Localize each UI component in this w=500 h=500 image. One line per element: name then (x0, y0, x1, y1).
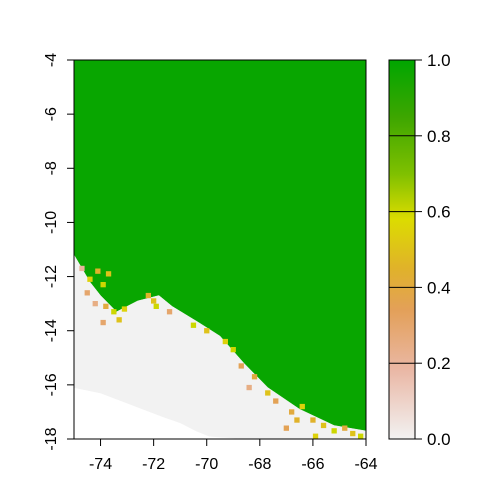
raster-cell (95, 268, 101, 274)
raster-cell (145, 292, 151, 299)
raster-cell (105, 271, 112, 277)
raster-cell (100, 319, 106, 326)
y-tick-label: -10 (43, 211, 60, 234)
colorbar-tick-label: 0.6 (427, 203, 451, 222)
y-tick-label: -14 (43, 319, 60, 342)
raster-cell (246, 384, 252, 391)
raster-cell (230, 347, 236, 353)
raster-cell (251, 374, 258, 380)
raster-cell (100, 282, 106, 288)
raster-cell (273, 398, 279, 404)
raster-cell (116, 317, 122, 323)
x-tick-label: -64 (354, 456, 377, 473)
raster-cell (103, 303, 109, 309)
raster-cell (87, 276, 93, 282)
y-tick-label: -18 (43, 427, 60, 450)
colorbar-gradient (389, 60, 415, 439)
x-tick-label: -68 (248, 456, 271, 473)
raster-cell (121, 306, 128, 312)
raster-cell (111, 309, 117, 315)
raster-cell (204, 328, 210, 334)
low-suitability-region (74, 254, 366, 439)
raster-cell (358, 433, 364, 439)
raster-cell (289, 409, 295, 415)
raster-cell (283, 425, 289, 431)
x-tick-label: -70 (195, 456, 218, 473)
y-tick-label: -8 (43, 161, 60, 175)
raster-cell (222, 338, 228, 345)
raster-cell (312, 433, 319, 439)
raster-cell (265, 390, 271, 396)
raster-cell (79, 265, 85, 272)
x-tick-label: -74 (89, 456, 112, 473)
raster-cell (238, 363, 244, 369)
raster-cell (294, 417, 300, 423)
colorbar-tick-label: 0.8 (427, 127, 451, 146)
colorbar-tick-label: 0.0 (427, 430, 451, 449)
map-plot-area (74, 60, 366, 439)
raster-cell (84, 290, 90, 296)
raster-cell (342, 425, 348, 431)
raster-cell (299, 403, 305, 410)
raster-cell (331, 428, 337, 434)
raster-cell (153, 303, 159, 309)
colorbar: 0.0 0.2 0.4 0.6 0.8 1.0 (388, 51, 451, 449)
raster-cell (166, 309, 173, 315)
y-tick-label: -4 (43, 53, 60, 67)
y-axis: -4 -6 -8 -10 -12 -14 -16 -18 (43, 53, 75, 451)
colorbar-tick-label: 0.2 (427, 354, 451, 373)
raster-cell (310, 417, 316, 423)
x-tick-label: -72 (142, 456, 165, 473)
x-axis: -74 -72 -70 -68 -66 -64 (89, 438, 378, 473)
y-tick-label: -12 (43, 265, 60, 288)
raster-cell (92, 301, 98, 307)
y-tick-label: -6 (43, 107, 60, 121)
raster-cell (190, 322, 197, 328)
x-tick-label: -66 (301, 456, 324, 473)
colorbar-tick-label: 0.4 (427, 278, 451, 297)
raster-cell (151, 298, 157, 304)
colorbar-frame (388, 59, 416, 440)
raster-cell (350, 430, 356, 437)
colorbar-tick-label: 1.0 (427, 51, 451, 70)
raster-cell (320, 422, 327, 429)
y-tick-label: -16 (43, 373, 60, 396)
